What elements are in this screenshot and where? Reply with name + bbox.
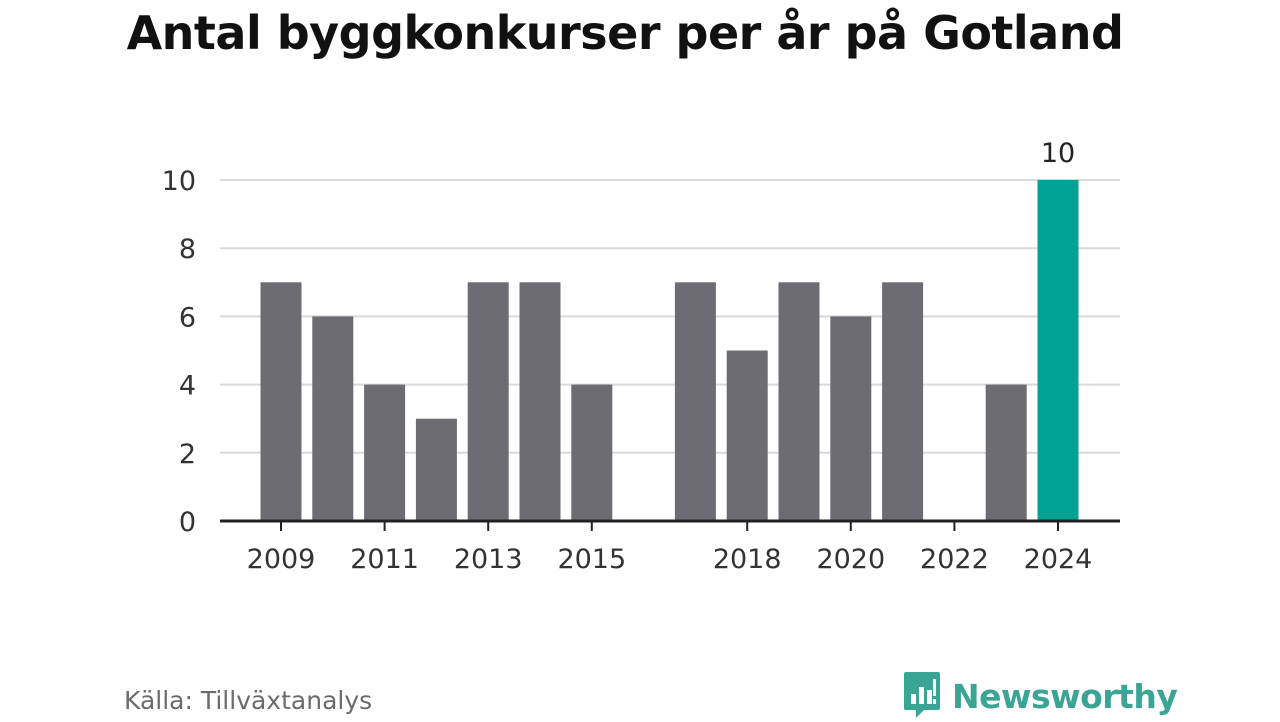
bar-2015: [571, 384, 613, 521]
y-tick-label: 0: [179, 507, 196, 538]
brand-name: Newsworthy: [952, 676, 1178, 716]
bar-2023: [985, 384, 1027, 521]
y-tick-label: 10: [162, 166, 196, 197]
data-labels: 10: [1041, 138, 1075, 169]
y-tick-label: 8: [179, 234, 196, 265]
bar-2021: [882, 282, 924, 521]
data-label-2024: 10: [1041, 138, 1075, 169]
y-axis-ticks: 0 2 4 6 8 10: [162, 166, 196, 538]
y-tick-label: 4: [179, 371, 196, 402]
source-note: Källa: Tillväxtanalys: [124, 686, 373, 715]
bar-2024: [1037, 180, 1079, 521]
bar-2011: [364, 384, 406, 521]
bars: [260, 180, 1079, 521]
x-tick-label: 2011: [350, 544, 419, 575]
x-tick-label: 2024: [1024, 544, 1093, 575]
bar-2013: [467, 282, 509, 521]
y-tick-label: 2: [179, 439, 196, 470]
x-tick-label: 2022: [920, 544, 989, 575]
brand-logo[interactable]: Newsworthy: [902, 670, 1178, 722]
x-tick-label: 2009: [247, 544, 316, 575]
bar-2017: [674, 282, 716, 521]
y-tick-label: 6: [179, 302, 196, 333]
bar-2009: [260, 282, 302, 521]
x-tick-label: 2018: [713, 544, 782, 575]
newsworthy-logo-icon: [902, 670, 942, 722]
x-tick-label: 2015: [557, 544, 626, 575]
bar-2014: [519, 282, 561, 521]
chart-title: Antal byggkonkurser per år på Gotland: [126, 6, 1124, 60]
x-axis-ticks: 2009 2011 2013 2015 2018 2020 2022 2024: [247, 521, 1093, 575]
bar-2018: [726, 350, 768, 521]
bar-2020: [830, 316, 872, 521]
bar-2012: [415, 418, 457, 521]
bar-2019: [778, 282, 820, 521]
x-tick-label: 2013: [454, 544, 523, 575]
grid-lines: [220, 179, 1120, 454]
x-tick-label: 2020: [816, 544, 885, 575]
bar-2010: [312, 316, 354, 521]
